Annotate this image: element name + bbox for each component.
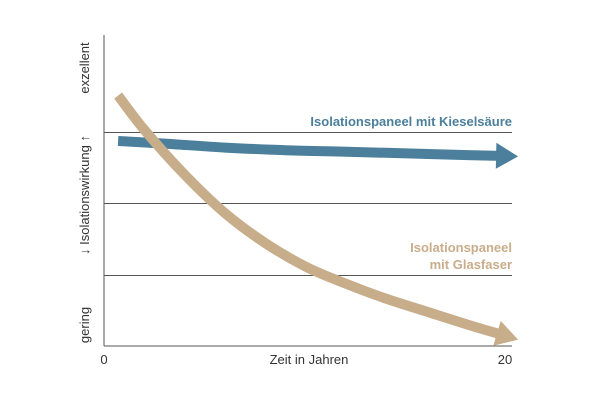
y-axis-arrow-down: ↓ — [77, 248, 92, 255]
series-line-kieselsaeure — [117, 136, 501, 161]
y-axis-arrow-up: ↑ — [77, 135, 92, 142]
series-label-glasfaser: Isolationspaneel mit Glasfaser — [410, 240, 512, 272]
y-axis-title-text: Isolationswirkung — [77, 145, 92, 245]
y-axis-low-label: gering — [77, 307, 92, 343]
series-arrowhead-kieselsaeure — [495, 142, 519, 169]
series-label-line: Isolationspaneel — [410, 240, 512, 255]
series-label-kieselsaeure: Isolationspaneel mit Kieselsäure — [310, 114, 512, 129]
grid-lines — [104, 132, 512, 276]
x-tick-label-start: 0 — [100, 352, 107, 367]
x-tick-label-end: 20 — [498, 352, 512, 367]
y-axis-title: ↓ Isolationswirkung ↑ — [77, 135, 92, 255]
series-arrowhead-glasfaser — [493, 320, 519, 346]
series-label-line: mit Glasfaser — [430, 257, 512, 272]
x-axis-title: Zeit in Jahren — [270, 352, 349, 367]
series-line-glasfaser — [114, 92, 503, 340]
y-axis-high-label: exzellent — [77, 42, 92, 94]
series-group — [114, 92, 519, 346]
series-label-line: Isolationspaneel mit Kieselsäure — [310, 114, 512, 129]
